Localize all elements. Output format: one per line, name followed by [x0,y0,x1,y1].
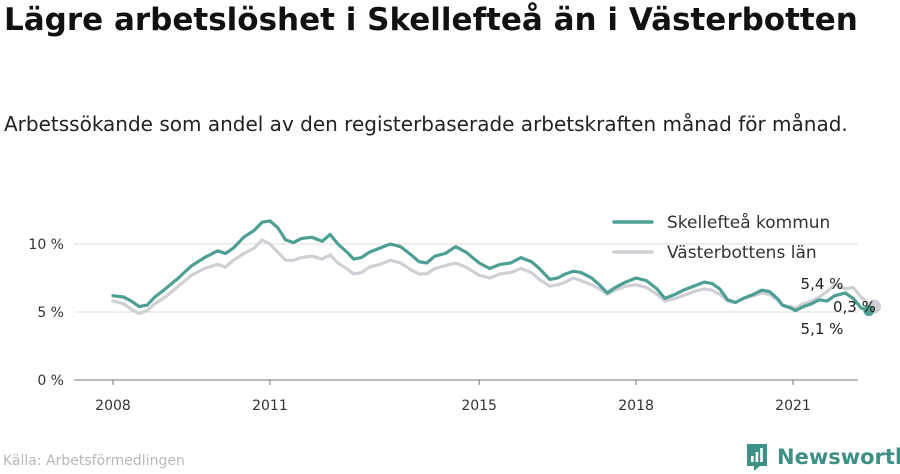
source-note: Källa: Arbetsförmedlingen [3,453,185,469]
x-tick-label: 2015 [461,398,497,414]
end-label-difference: 0,3 % [833,298,876,316]
x-tick-label: 2011 [252,398,288,414]
legend-anchor [605,212,606,213]
legend-label: Skellefteå kommun [667,212,830,233]
newsworthy-brand[interactable]: Newsworthy [745,441,900,473]
end-label-vasterbotten: 5,4 % [801,275,844,293]
chart-subtitle: Arbetssökande som andel av den registerb… [4,112,848,136]
brand-name: Newsworthy [777,445,900,469]
legend-label: Västerbottens län [667,243,817,263]
y-tick-label: 10 % [28,237,64,253]
end-point-skelleftea [863,305,875,317]
end-label-skelleftea: 5,1 % [801,320,844,338]
y-tick-label: 5 % [37,305,64,321]
chart-title: Lägre arbetslöshet i Skellefteå än i Väs… [4,2,858,38]
x-tick-label: 2008 [95,398,131,414]
x-tick-label: 2021 [775,398,811,414]
y-tick-label: 0 % [37,373,64,389]
series-line-skelleftea [111,219,871,313]
newsworthy-logo-icon [747,444,767,471]
x-tick-label: 2018 [618,398,654,414]
legend-anchor [605,212,606,213]
series-line-vasterbotten [111,238,876,315]
